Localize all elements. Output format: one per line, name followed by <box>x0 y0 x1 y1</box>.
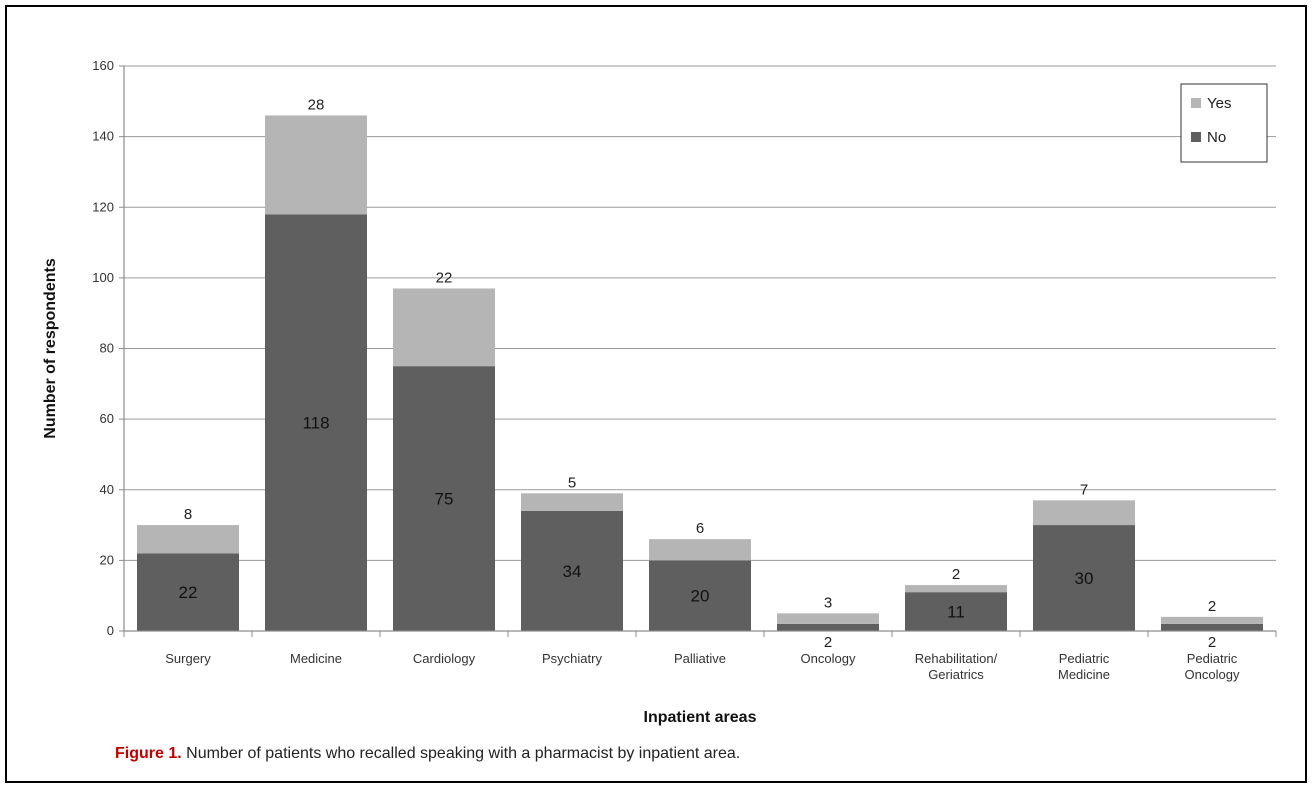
data-label-yes: 2 <box>952 566 960 583</box>
data-label-yes: 3 <box>824 594 832 611</box>
bar-segment-yes <box>521 493 623 511</box>
x-category-label: Rehabilitation/ <box>915 651 998 666</box>
bar-segment-no <box>649 560 751 631</box>
y-axis-ticks: 0 20 40 60 80 100 120 140 160 <box>92 58 1277 638</box>
x-axis-title: Inpatient areas <box>644 709 757 726</box>
y-tick-label: 160 <box>92 58 114 73</box>
figure-caption: Figure 1. Number of patients who recalle… <box>115 745 740 763</box>
y-tick-label: 80 <box>100 341 114 356</box>
data-label-no: 34 <box>563 562 582 581</box>
bar-segment-yes <box>649 539 751 561</box>
figure-caption-text: Number of patients who recalled speaking… <box>181 745 741 762</box>
data-label-no: 22 <box>179 583 198 602</box>
data-label-yes: 2 <box>1208 598 1216 615</box>
x-category-label: Palliative <box>674 651 726 666</box>
data-label-no: 2 <box>1208 634 1216 651</box>
bar-segment-yes <box>905 585 1007 593</box>
bar-segment-no <box>521 510 623 631</box>
y-tick-label: 0 <box>107 623 114 638</box>
x-category-label: Surgery <box>165 651 211 666</box>
bar-segment-no <box>393 366 495 631</box>
data-label-yes: 6 <box>696 520 704 537</box>
bar-segment-yes <box>777 613 879 624</box>
x-axis-categories: Surgery Medicine Cardiology Psychiatry Palli… <box>165 651 1240 682</box>
data-label-no: 11 <box>947 603 965 622</box>
legend-swatch <box>1191 98 1201 108</box>
x-category-label: Medicine <box>290 651 342 666</box>
x-category-label: Pediatric <box>1059 651 1110 666</box>
data-label-no: 75 <box>435 490 454 509</box>
legend-swatch <box>1191 132 1201 142</box>
y-tick-label: 120 <box>92 199 114 214</box>
data-label-no: 118 <box>302 414 329 433</box>
figure-caption-label: Figure 1. <box>115 745 182 762</box>
data-label-yes: 28 <box>308 96 325 113</box>
legend: Yes No <box>1180 83 1268 163</box>
bar-segment-no <box>905 592 1007 631</box>
bar-segment-yes <box>1033 500 1135 526</box>
bar-segment-no <box>137 553 239 631</box>
bar-segment-no <box>1033 525 1135 631</box>
bar-segment-yes <box>1161 616 1263 624</box>
bar-segment-no <box>777 623 879 631</box>
bar-segment-yes <box>393 288 495 367</box>
y-tick-label: 140 <box>92 129 114 144</box>
data-label-no: 20 <box>691 587 710 606</box>
data-label-yes: 8 <box>184 506 192 523</box>
x-category-label: Medicine <box>1058 667 1110 682</box>
x-category-label: Oncology <box>801 651 856 666</box>
y-tick-label: 40 <box>100 482 114 497</box>
y-tick-label: 100 <box>92 270 114 285</box>
data-label-no: 30 <box>1075 569 1094 588</box>
data-label-yes: 22 <box>436 269 453 286</box>
figure-frame: 0 20 40 60 80 100 120 140 160 8 22 28 118 22 75 5 34 6 20… <box>5 5 1307 783</box>
x-category-label: Psychiatry <box>542 651 602 666</box>
x-category-label: Oncology <box>1185 667 1240 682</box>
data-label-yes: 5 <box>568 474 576 491</box>
y-tick-label: 20 <box>100 552 114 567</box>
bar-segment-yes <box>137 525 239 554</box>
legend-box <box>1180 83 1268 163</box>
x-category-label: Geriatrics <box>928 667 984 682</box>
y-axis-title: Number of respondents <box>42 258 59 439</box>
data-label-yes: 7 <box>1080 481 1088 498</box>
bar-segment-yes <box>265 115 367 215</box>
data-label-no: 2 <box>824 634 832 651</box>
x-category-label: Cardiology <box>413 651 476 666</box>
y-tick-label: 60 <box>100 411 114 426</box>
legend-label: No <box>1207 129 1226 146</box>
bar-segment-no <box>265 214 367 631</box>
bar-segment-no <box>1161 623 1263 631</box>
legend-label: Yes <box>1207 95 1231 112</box>
x-category-label: Pediatric <box>1187 651 1238 666</box>
